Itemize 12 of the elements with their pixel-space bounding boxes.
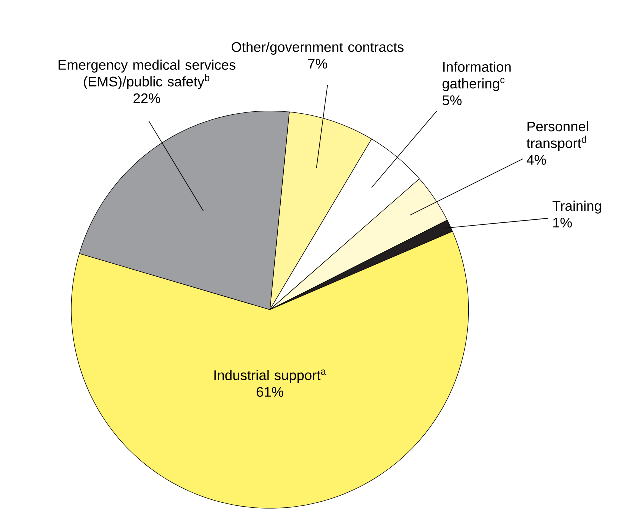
data-label: 61%	[256, 386, 284, 397]
slice-label: Personnel transport$^{d}$	[526, 121, 588, 151]
data-label: 7%	[308, 58, 328, 69]
slice-label: Information gathering$^{c}$	[442, 62, 511, 92]
data-label: 4%	[526, 155, 546, 165]
slice-label: Emergency medical services (EMS)/public safety$^{b}$	[58, 60, 236, 90]
data-label: 5%	[442, 95, 462, 106]
slice-label: Industrial support$^{a}$	[214, 370, 326, 383]
data-label: 1%	[554, 218, 572, 228]
data-label: 22%	[134, 93, 160, 104]
slice-label: Training	[552, 200, 602, 214]
slice-label: Other/government contracts	[232, 42, 404, 55]
